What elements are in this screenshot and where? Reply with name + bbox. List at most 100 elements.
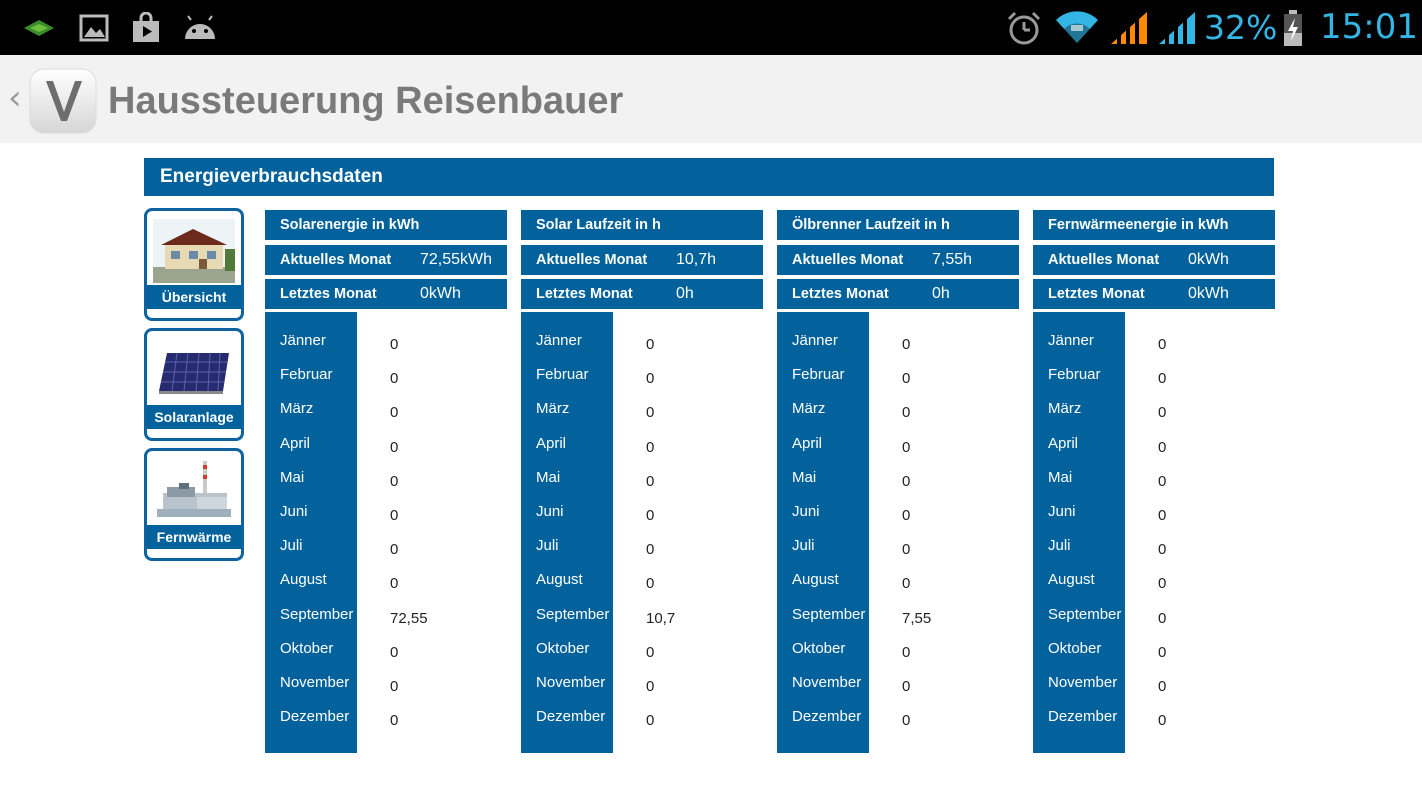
current-month-label: Aktuelles Monat — [1048, 252, 1160, 268]
month-name: Oktober — [280, 639, 334, 657]
month-value: 0 — [1158, 438, 1167, 456]
last-month-label: Letztes Monat — [792, 286, 889, 302]
current-month-row: Aktuelles Monat 10,7h — [521, 245, 763, 275]
month-name: März — [536, 400, 570, 418]
nav-uebersicht[interactable]: Übersicht — [144, 208, 244, 321]
battery-percent: 32% — [1204, 8, 1278, 47]
month-row: Juni 0 — [265, 495, 507, 529]
month-name: Juni — [792, 503, 820, 520]
month-name: Jänner — [536, 332, 582, 349]
month-row: August 0 — [265, 563, 507, 597]
month-row: Jänner 0 — [265, 324, 507, 358]
month-row: Dezember 0 — [521, 700, 763, 734]
month-name: Oktober — [792, 639, 846, 657]
month-value: 0 — [646, 712, 655, 730]
month-name: September — [792, 605, 866, 623]
month-value: 0 — [1158, 643, 1167, 661]
month-value: 0 — [646, 438, 655, 456]
month-name: November — [1048, 674, 1118, 691]
month-name: August — [536, 571, 583, 589]
current-month-row: Aktuelles Monat 7,55h — [777, 245, 1019, 275]
app-logo[interactable] — [28, 67, 98, 135]
app-title: Haussteuerung Reisenbauer — [108, 80, 624, 122]
month-row: Oktober 0 — [1033, 632, 1275, 666]
months-panel — [777, 312, 869, 753]
month-name: September — [280, 605, 354, 623]
column-title: Solar Laufzeit in h — [521, 210, 763, 240]
month-name: August — [792, 571, 839, 589]
back-chevron-icon[interactable]: ‹ — [8, 78, 22, 118]
month-value: 0 — [902, 678, 911, 695]
action-bar: ‹ Haussteuerung Reisenbauer — [0, 55, 1422, 143]
month-value: 0 — [646, 404, 655, 422]
month-value: 0 — [902, 575, 911, 593]
month-value: 0 — [646, 575, 655, 593]
month-value: 0 — [1158, 678, 1167, 695]
page-title: Energieverbrauchsdaten — [144, 158, 1274, 196]
last-month-row: Letztes Monat 0kWh — [1033, 279, 1275, 309]
wifi-icon — [1054, 0, 1100, 55]
month-value: 0 — [902, 541, 911, 559]
month-row: August 0 — [521, 563, 763, 597]
month-name: Jänner — [792, 332, 838, 349]
signal-orange-icon — [1108, 0, 1150, 55]
status-bar: 32% 15:01 — [0, 0, 1422, 55]
month-value: 0 — [1158, 472, 1167, 490]
month-row: August 0 — [1033, 563, 1275, 597]
heating-plant-icon — [153, 459, 235, 523]
month-value: 0 — [902, 336, 911, 353]
month-row: Dezember 0 — [777, 700, 1019, 734]
nav-label: Übersicht — [147, 285, 241, 309]
current-month-label: Aktuelles Monat — [536, 252, 648, 268]
month-name: Februar — [792, 366, 845, 384]
alarm-icon — [1006, 0, 1042, 55]
last-month-label: Letztes Monat — [1048, 286, 1145, 302]
month-name: Juli — [792, 537, 815, 555]
month-value: 0 — [1158, 507, 1167, 524]
last-month-row: Letztes Monat 0h — [521, 279, 763, 309]
current-month-value: 72,55kWh — [420, 251, 493, 268]
month-name: August — [280, 571, 327, 589]
month-row: Mai 0 — [265, 461, 507, 495]
last-month-value: 0h — [676, 285, 694, 302]
current-month-label: Aktuelles Monat — [280, 252, 392, 268]
months-panel — [1033, 312, 1125, 753]
current-month-value: 7,55h — [932, 251, 973, 268]
month-value: 0 — [1158, 370, 1167, 388]
last-month-value: 0h — [932, 285, 950, 302]
month-value: 0 — [1158, 336, 1167, 353]
month-row: Jänner 0 — [521, 324, 763, 358]
month-value: 0 — [646, 370, 655, 388]
month-row: Februar 0 — [265, 358, 507, 392]
month-row: Juli 0 — [1033, 529, 1275, 563]
last-month-row: Letztes Monat 0kWh — [265, 279, 507, 309]
nav-solaranlage[interactable]: Solaranlage — [144, 328, 244, 441]
month-name: Februar — [536, 366, 589, 384]
month-value: 10,7 — [646, 609, 676, 627]
month-name: Juni — [1048, 503, 1076, 520]
months-panel — [265, 312, 357, 753]
month-value: 0 — [902, 438, 911, 456]
month-name: Mai — [536, 468, 561, 486]
month-row: September 72,55 — [265, 598, 507, 632]
month-value: 0 — [1158, 575, 1167, 593]
month-row: Oktober 0 — [777, 632, 1019, 666]
month-value: 0 — [390, 404, 399, 422]
month-row: Oktober 0 — [521, 632, 763, 666]
month-row: November 0 — [265, 666, 507, 700]
month-row: Jänner 0 — [1033, 324, 1275, 358]
month-name: November — [280, 674, 350, 691]
month-value: 0 — [390, 472, 399, 490]
current-month-value: 10,7h — [676, 251, 717, 268]
month-row: Februar 0 — [1033, 358, 1275, 392]
android-icon — [182, 0, 218, 55]
month-name: Oktober — [536, 639, 590, 657]
month-row: Oktober 0 — [265, 632, 507, 666]
month-value: 0 — [390, 643, 399, 661]
month-name: Dezember — [536, 708, 606, 726]
nav-fernwaerme[interactable]: Fernwärme — [144, 448, 244, 561]
column-title: Ölbrenner Laufzeit in h — [777, 210, 1019, 240]
month-row: Dezember 0 — [265, 700, 507, 734]
month-value: 0 — [646, 336, 655, 353]
month-row: Mai 0 — [777, 461, 1019, 495]
